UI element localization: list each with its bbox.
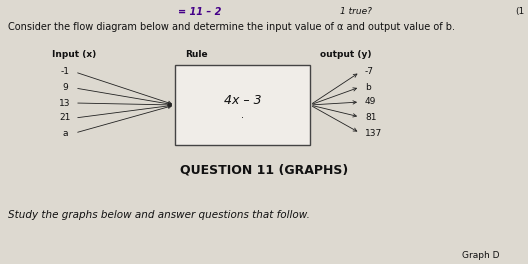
Text: = 11 – 2: = 11 – 2 [178, 7, 222, 17]
Text: 81: 81 [365, 112, 376, 121]
Text: -7: -7 [365, 68, 374, 77]
Text: .: . [241, 110, 244, 120]
Text: a: a [62, 129, 68, 138]
Text: 49: 49 [365, 97, 376, 106]
Text: 13: 13 [59, 98, 71, 107]
Text: Consider the flow diagram below and determine the input value of α and output va: Consider the flow diagram below and dete… [8, 22, 455, 32]
Text: 21: 21 [59, 114, 71, 122]
Text: (1: (1 [515, 7, 524, 16]
Text: Study the graphs below and answer questions that follow.: Study the graphs below and answer questi… [8, 210, 310, 220]
Text: Input (x): Input (x) [52, 50, 96, 59]
Text: 4x – 3: 4x – 3 [224, 93, 261, 106]
Text: QUESTION 11 (GRAPHS): QUESTION 11 (GRAPHS) [180, 163, 348, 177]
Text: 137: 137 [365, 129, 382, 138]
Text: -1: -1 [61, 68, 70, 77]
Text: Graph D: Graph D [463, 251, 500, 260]
Bar [175, 65, 310, 145]
Text: b: b [365, 82, 371, 92]
Text: 1 true?: 1 true? [340, 7, 372, 16]
Text: output (y): output (y) [320, 50, 372, 59]
Text: Rule: Rule [185, 50, 208, 59]
Text: 9: 9 [62, 83, 68, 92]
